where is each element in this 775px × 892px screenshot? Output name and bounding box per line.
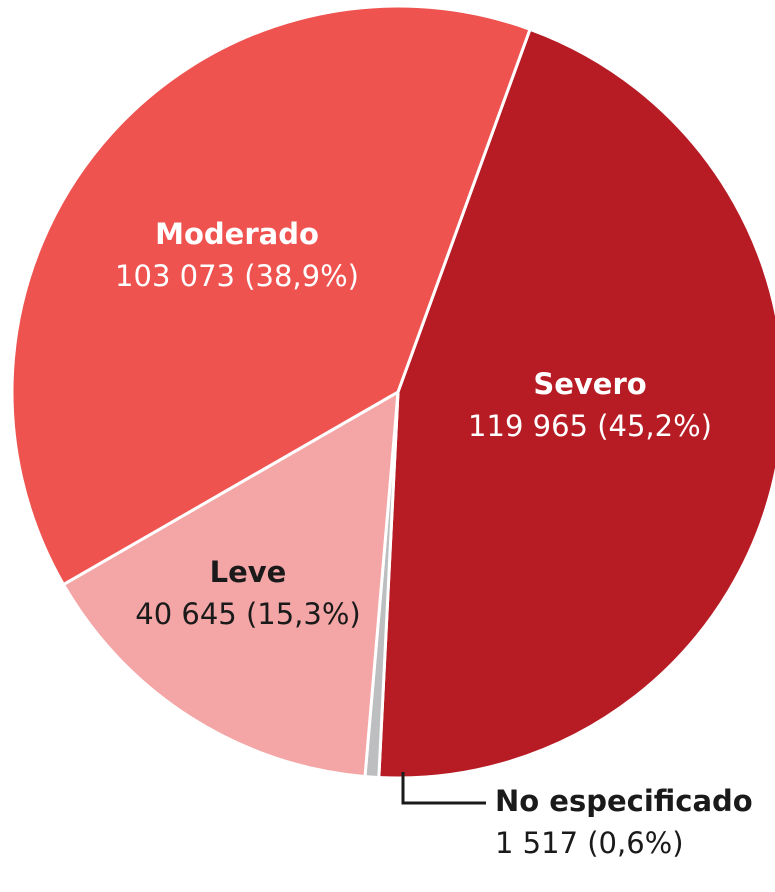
slice-value: 103 073 (38,9%) [115,259,359,293]
slice-label: Severo [533,367,646,401]
slice-value: 119 965 (45,2%) [468,409,712,443]
slice-label: No especificado [495,784,753,818]
slice-value: 40 645 (15,3%) [135,597,360,631]
pie-slice [61,389,400,779]
slice-value: 1 517 (0,6%) [495,826,684,860]
pie-slice [10,4,532,587]
leader-line [401,772,486,805]
pie-slice [377,27,775,780]
slice-label: Leve [210,555,287,589]
slice-label: Moderado [155,217,319,251]
